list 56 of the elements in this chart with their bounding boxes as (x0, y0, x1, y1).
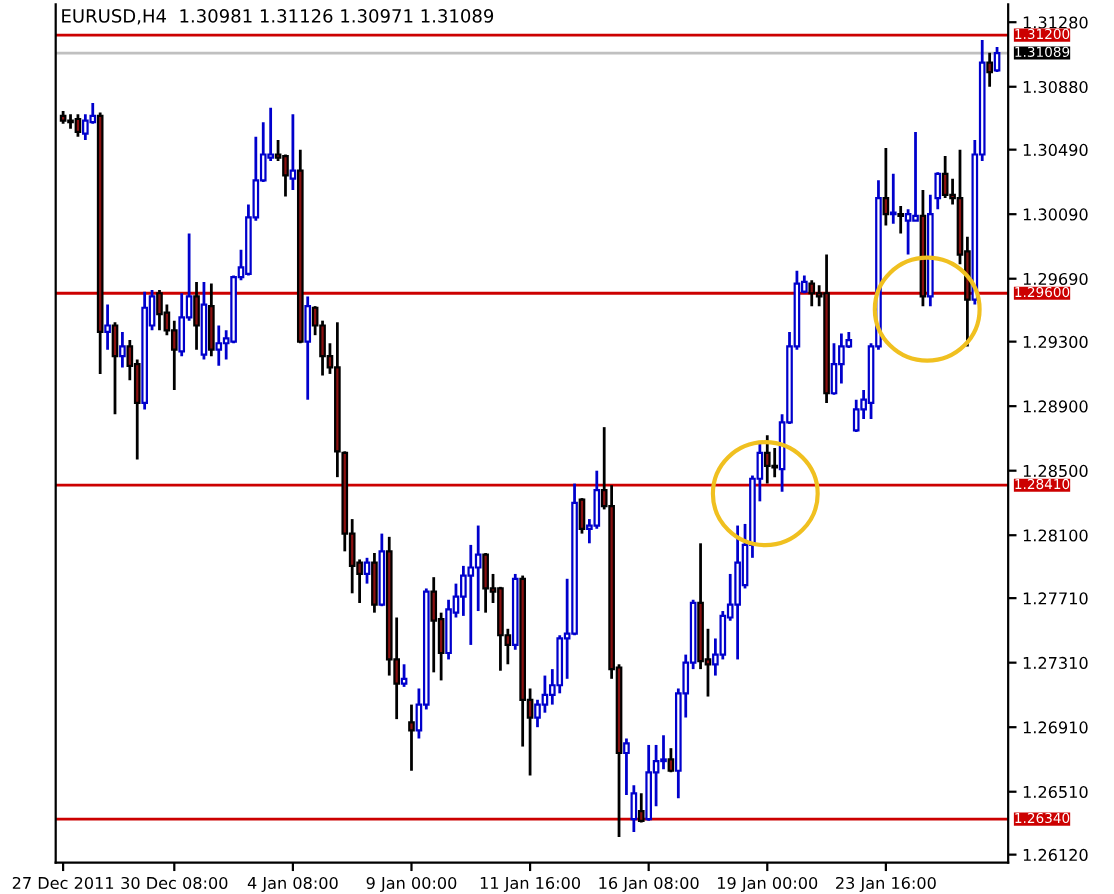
candlestick (889, 172, 897, 226)
candlestick (808, 278, 816, 308)
candlestick (852, 398, 860, 434)
candlestick (408, 703, 415, 773)
y-tick-label: 1.27310 (1023, 656, 1088, 670)
candlestick (111, 320, 119, 416)
candlestick (67, 112, 74, 131)
candlestick (941, 154, 949, 200)
candlestick (993, 45, 1001, 74)
y-tick-label: 1.27710 (1023, 592, 1088, 605)
candlestick (289, 112, 297, 192)
y-tick-label: 1.28500 (1023, 464, 1088, 478)
x-tick-label: 16 Jan 08:00 (599, 876, 699, 893)
y-tick-label: 1.26120 (1023, 848, 1088, 861)
x-tick-label: 23 Jan 16:00 (836, 876, 936, 893)
candlestick (912, 130, 919, 223)
y-tick-label: 1.28900 (1023, 400, 1088, 413)
y-tick-label: 1.30490 (1023, 143, 1088, 157)
x-tick-label: 27 Dec 2011 (12, 876, 114, 890)
x-tick-label: 4 Jan 08:00 (247, 876, 338, 893)
candlestick (156, 288, 163, 332)
candlestick (215, 324, 223, 368)
chart-title: EURUSD,H4 1.30981 1.31126 1.30971 1.31089 (62, 9, 494, 25)
candlestick (371, 551, 378, 615)
candlestick (830, 341, 838, 397)
candlestick (882, 146, 890, 227)
candlestick (986, 51, 993, 89)
candlestick (119, 330, 126, 369)
candlestick (193, 280, 200, 352)
x-tick-label: 19 Jan 00:00 (718, 876, 818, 893)
candlestick (400, 662, 408, 689)
candlestick (74, 112, 82, 139)
candlestick (208, 282, 215, 358)
y-tick-label: 1.30880 (1023, 80, 1088, 94)
candlestick (897, 204, 905, 235)
y-tick-label: 1.28100 (1023, 529, 1088, 542)
y-tick-label: 1.26910 (1023, 721, 1088, 734)
candlestick (734, 524, 741, 661)
candlestick (304, 295, 312, 402)
candlestick (482, 551, 489, 615)
candlestick (104, 303, 111, 352)
x-tick-label: 9 Jan 00:00 (366, 876, 457, 893)
y-tick-label: 1.30090 (1023, 208, 1088, 221)
candlestick (645, 743, 653, 823)
candlestick (667, 746, 675, 774)
x-tick-label: 30 Dec 08:00 (121, 876, 228, 890)
y-tick-label: 1.26510 (1023, 785, 1088, 799)
candlestick (430, 575, 438, 674)
y-tick-label: 1.31280 (1023, 16, 1088, 29)
y-tick-label: 1.29300 (1023, 335, 1088, 348)
x-tick-label: 11 Jan 16:00 (480, 876, 581, 893)
y-tick-label: 1.29690 (1023, 272, 1088, 286)
candlestick (763, 433, 771, 485)
candlestick (637, 791, 645, 824)
candlestick (363, 556, 371, 586)
candlestick (578, 496, 586, 535)
